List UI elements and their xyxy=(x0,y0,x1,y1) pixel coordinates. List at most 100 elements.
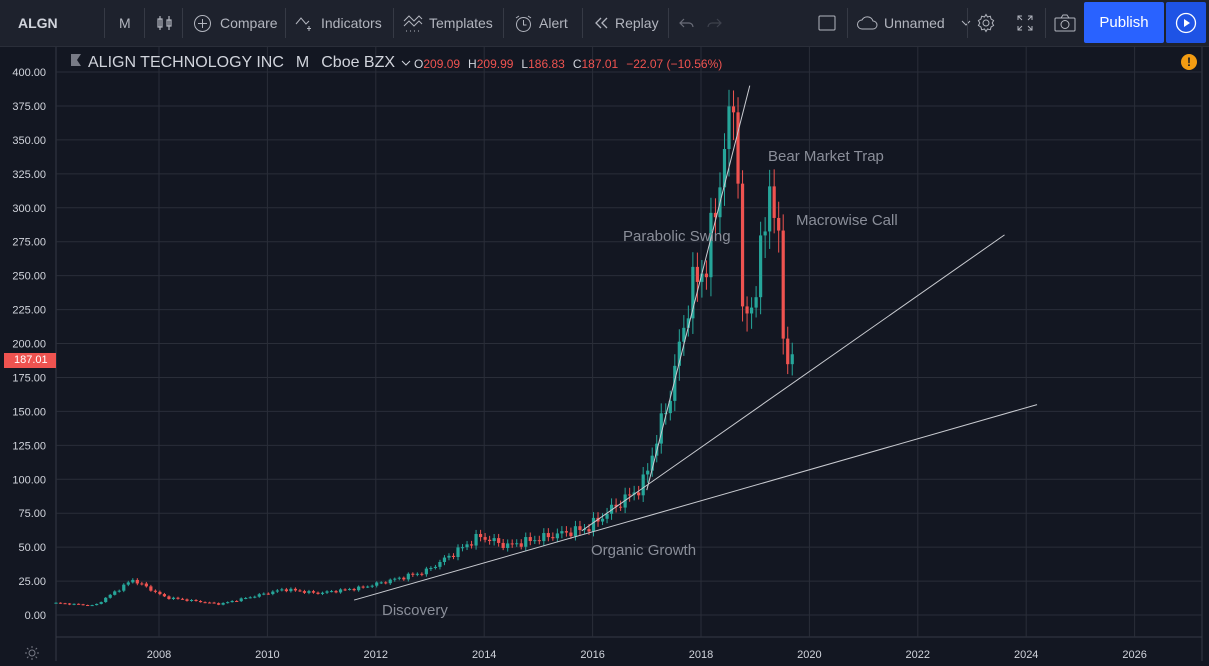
candle-body xyxy=(465,544,469,548)
price-chart[interactable]: 400.00 375.00 350.00 325.00 300.00 275.00 250.… xyxy=(0,47,1209,661)
chart-grid xyxy=(55,47,1203,661)
candle-body xyxy=(90,605,94,607)
candle-body xyxy=(641,474,645,496)
candle-body xyxy=(375,582,379,586)
candle-body xyxy=(253,596,257,598)
candle-body xyxy=(162,594,167,597)
price-tick-label: 150.00 xyxy=(12,406,46,418)
candle-body xyxy=(754,297,758,308)
candle-body xyxy=(226,602,230,604)
candle-body xyxy=(614,504,618,507)
candle-body xyxy=(763,231,767,236)
candle-body xyxy=(569,532,573,537)
annotation-organic-growth[interactable]: Organic Growth xyxy=(591,542,697,559)
indicators-label: Indicators xyxy=(321,15,382,31)
undo-icon xyxy=(679,16,695,30)
price-tick-label: 350.00 xyxy=(12,135,46,147)
candle-body xyxy=(524,537,528,547)
annotation-macrowise-call[interactable]: Macrowise Call xyxy=(796,212,898,229)
symbol-search[interactable]: ALGN xyxy=(18,15,58,31)
candle-body xyxy=(600,518,605,522)
candle-body xyxy=(122,584,126,591)
candle-body xyxy=(736,112,740,184)
candle-body xyxy=(424,568,428,575)
candle-body xyxy=(352,588,356,591)
candle-body xyxy=(790,354,794,365)
high-value: 209.99 xyxy=(476,57,514,71)
candle-body xyxy=(533,540,537,542)
indicators-button[interactable]: Indicators xyxy=(295,0,382,46)
candle-body xyxy=(727,106,731,149)
candle-body xyxy=(104,597,108,603)
candle-body xyxy=(113,591,117,595)
candle-body xyxy=(691,266,695,319)
candle-body xyxy=(63,603,67,605)
candle-body xyxy=(551,537,555,539)
redo-button[interactable] xyxy=(706,0,722,46)
square-icon xyxy=(818,14,836,32)
interval-button[interactable]: M xyxy=(119,15,131,31)
candle-body xyxy=(338,589,343,593)
candle-body xyxy=(366,586,370,588)
candle-body xyxy=(275,590,279,592)
candle-body xyxy=(402,577,406,580)
candle-body xyxy=(149,586,153,591)
play-button[interactable] xyxy=(1166,2,1206,43)
candle-body xyxy=(528,537,532,542)
candle-body xyxy=(519,543,523,547)
candle-body xyxy=(176,597,180,599)
candle-body xyxy=(135,579,139,584)
chart-style-button[interactable] xyxy=(156,0,174,46)
candle-body xyxy=(646,470,650,475)
toolbar-divider xyxy=(847,8,848,38)
alert-button[interactable]: Alert xyxy=(514,0,568,46)
settings-button[interactable] xyxy=(976,0,996,46)
open-key: O xyxy=(414,57,424,71)
candle-body xyxy=(307,591,311,593)
warning-icon[interactable]: ! xyxy=(1181,54,1197,70)
candle-body xyxy=(153,590,157,592)
compare-button[interactable]: Compare xyxy=(193,0,278,46)
publish-button[interactable]: Publish xyxy=(1084,2,1164,43)
candle-body xyxy=(420,573,424,575)
price-tick-label: 0.00 xyxy=(25,610,46,622)
candle-body xyxy=(749,307,754,314)
candle-body xyxy=(488,539,492,542)
time-tick-label: 2012 xyxy=(364,649,388,661)
chevron-down-icon[interactable] xyxy=(401,54,411,72)
layout-name-button[interactable]: Unnamed xyxy=(856,0,971,46)
replay-button[interactable]: Replay xyxy=(593,0,659,46)
fullscreen-button[interactable] xyxy=(1016,0,1034,46)
candle-body xyxy=(357,586,361,591)
candle-body xyxy=(397,577,401,579)
undo-button[interactable] xyxy=(679,0,695,46)
candle-body xyxy=(81,604,85,606)
candle-body xyxy=(131,579,135,583)
trend-line xyxy=(646,85,751,491)
templates-button[interactable]: Templates xyxy=(403,0,493,46)
change-value: −22.07 (−10.56%) xyxy=(626,57,723,71)
play-circle-icon xyxy=(1175,12,1197,34)
candle-body xyxy=(325,591,329,593)
replay-label: Replay xyxy=(615,15,659,31)
gear-icon[interactable] xyxy=(24,645,40,666)
layout-name: Unnamed xyxy=(884,15,945,31)
candle-body xyxy=(740,183,745,307)
annotation-bear-market-trap[interactable]: Bear Market Trap xyxy=(768,148,884,165)
price-tick-label: 400.00 xyxy=(12,67,46,79)
snapshot-button[interactable] xyxy=(1054,0,1076,46)
time-tick-label: 2008 xyxy=(147,649,171,661)
time-tick-label: 2016 xyxy=(580,649,604,661)
trend-line xyxy=(353,404,1038,601)
candle-body xyxy=(560,531,564,534)
candle-body xyxy=(316,592,320,594)
candle-body xyxy=(700,273,704,282)
annotation-discovery[interactable]: Discovery xyxy=(382,602,448,619)
candle-body xyxy=(777,217,781,231)
alert-label: Alert xyxy=(539,15,568,31)
candle-body xyxy=(686,318,690,328)
annotation-parabolic-swing[interactable]: Parabolic Swing xyxy=(623,228,731,245)
toolbar-divider xyxy=(285,8,286,38)
fullscreen-select-button[interactable] xyxy=(818,0,836,46)
candle-body xyxy=(171,597,176,599)
